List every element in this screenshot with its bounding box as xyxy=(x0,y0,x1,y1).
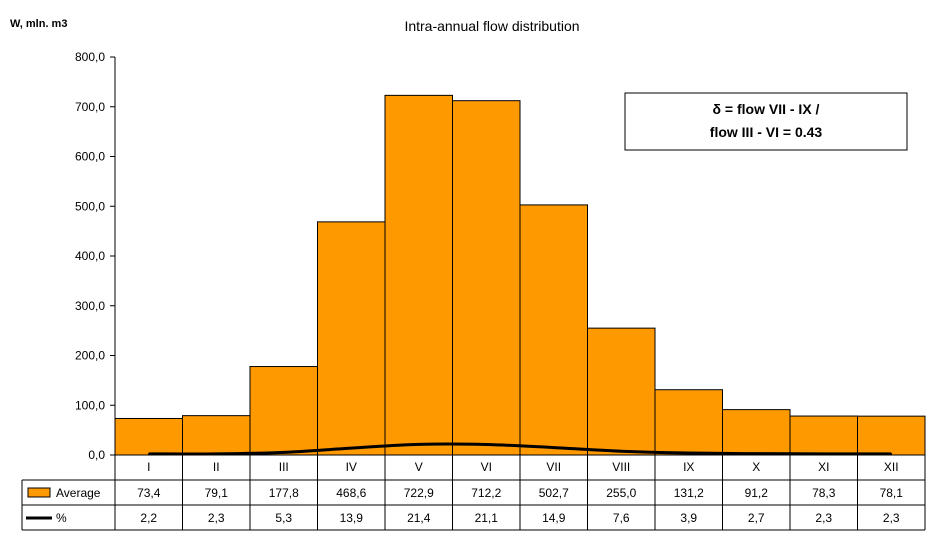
average-value-cell: 131,2 xyxy=(674,486,704,500)
percent-value-cell: 3,9 xyxy=(680,511,697,525)
category-label: II xyxy=(213,460,220,474)
average-value-cell: 79,1 xyxy=(205,486,229,500)
bar xyxy=(452,100,521,456)
average-value-cell: 177,8 xyxy=(269,486,299,500)
bar xyxy=(789,415,858,456)
percent-point xyxy=(485,443,488,446)
legend-swatch-average xyxy=(27,487,51,498)
percent-value-cell: 7,6 xyxy=(613,511,630,525)
percent-value-cell: 2,3 xyxy=(815,511,832,525)
percent-point xyxy=(417,443,420,446)
percent-value-cell: 2,7 xyxy=(748,511,765,525)
bar xyxy=(317,221,386,456)
bar xyxy=(384,94,453,456)
percent-value-cell: 13,9 xyxy=(340,511,364,525)
category-label: XII xyxy=(884,460,899,474)
percent-value-cell: 2,3 xyxy=(208,511,225,525)
bar xyxy=(857,415,926,456)
percent-value-cell: 21,1 xyxy=(475,511,499,525)
category-label: VII xyxy=(546,460,561,474)
category-label: VIII xyxy=(612,460,630,474)
category-label: V xyxy=(415,460,423,474)
y-tick-label: 500,0 xyxy=(75,199,105,213)
average-value-cell: 78,3 xyxy=(812,486,836,500)
average-value-cell: 78,1 xyxy=(880,486,904,500)
y-tick-label: 100,0 xyxy=(75,398,105,412)
percent-point xyxy=(215,453,218,455)
bar xyxy=(249,366,318,456)
line-series xyxy=(147,442,893,456)
y-tick-label: 800,0 xyxy=(75,50,105,64)
percent-value-cell: 2,2 xyxy=(140,511,157,525)
percent-point xyxy=(282,451,285,454)
y-tick-label: 700,0 xyxy=(75,100,105,114)
percent-value-cell: 5,3 xyxy=(275,511,292,525)
percent-value-cell: 2,3 xyxy=(883,511,900,525)
average-value-cell: 73,4 xyxy=(137,486,161,500)
y-tick-label: 600,0 xyxy=(75,150,105,164)
bar xyxy=(722,409,791,456)
legend-label-percent: % xyxy=(56,511,67,525)
category-label: IX xyxy=(683,460,694,474)
average-value-cell: 712,2 xyxy=(471,486,501,500)
category-label: X xyxy=(752,460,760,474)
percent-value-cell: 21,4 xyxy=(407,511,431,525)
average-value-cell: 722,9 xyxy=(404,486,434,500)
bar xyxy=(519,204,588,456)
percent-point xyxy=(687,452,690,454)
annotation-line-2: flow III - VI = 0.43 xyxy=(710,124,823,140)
percent-line xyxy=(148,442,892,456)
percent-point xyxy=(552,446,555,449)
bar xyxy=(587,327,656,456)
percent-point xyxy=(350,447,353,449)
average-value-cell: 255,0 xyxy=(606,486,636,500)
bar xyxy=(654,389,723,456)
percent-point xyxy=(822,453,825,455)
chart-title: Intra-annual flow distribution xyxy=(404,18,579,34)
y-tick-label: 0,0 xyxy=(88,448,105,462)
percent-value-cell: 14,9 xyxy=(542,511,566,525)
legend-label-average: Average xyxy=(56,486,101,500)
percent-point xyxy=(890,453,893,455)
category-label: I xyxy=(147,460,150,474)
y-axis-label: W, mln. m3 xyxy=(10,18,67,30)
average-value-cell: 468,6 xyxy=(336,486,366,500)
percent-point xyxy=(147,453,150,455)
category-label: III xyxy=(279,460,289,474)
bar-series xyxy=(114,94,926,456)
annotation-line-1: δ = flow VII - IX / xyxy=(713,101,820,117)
bar xyxy=(182,415,251,456)
category-label: VI xyxy=(481,460,492,474)
y-tick-label: 200,0 xyxy=(75,349,105,363)
percent-point xyxy=(620,450,623,453)
annotation-box: δ = flow VII - IX / flow III - VI = 0.43 xyxy=(624,92,908,151)
average-value-cell: 502,7 xyxy=(539,486,569,500)
y-tick-label: 300,0 xyxy=(75,299,105,313)
percent-point xyxy=(755,452,758,455)
bar xyxy=(114,417,183,456)
category-label: IV xyxy=(346,460,357,474)
category-label: XI xyxy=(818,460,829,474)
y-tick-label: 400,0 xyxy=(75,249,105,263)
y-axis: 0,0 100,0 200,0 300,0 400,0 500,0 600,0 700,0 80… xyxy=(75,50,115,462)
average-value-cell: 91,2 xyxy=(745,486,769,500)
